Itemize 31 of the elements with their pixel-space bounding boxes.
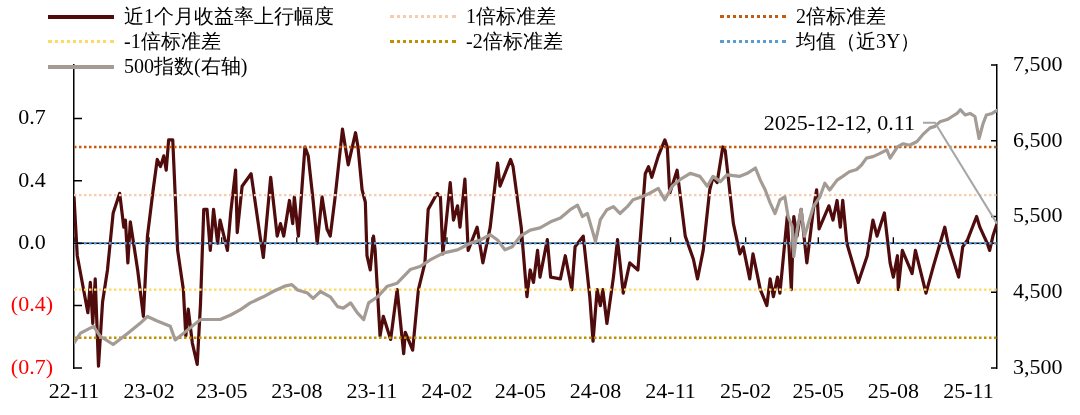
legend-label: 均值（近3Y）	[796, 29, 921, 54]
legend-label: 1倍标准差	[466, 4, 556, 29]
legend-label: -1倍标准差	[124, 29, 221, 54]
x-tick-label: 25-11	[943, 377, 994, 403]
y2-tick-label: 5,500	[1013, 202, 1063, 228]
annotation: 2025-12-12, 0.11	[763, 110, 915, 136]
legend-label: 近1个月收益率上行幅度	[124, 4, 334, 29]
y-tick-label: (0.7)	[10, 353, 53, 379]
x-tick-label: 24-05	[494, 377, 547, 403]
x-tick-label: 24-11	[645, 377, 696, 403]
y-tick-label: 0.7	[18, 104, 46, 130]
x-tick-label: 23-05	[196, 377, 248, 403]
legend-label: 2倍标准差	[796, 4, 886, 29]
y2-tick-label: 6,500	[1013, 126, 1063, 152]
y-tick-label: (0.4)	[10, 291, 53, 317]
legend-label: -2倍标准差	[466, 29, 563, 54]
legend-label: 500指数(右轴)	[124, 54, 248, 80]
x-tick-label: 24-08	[569, 377, 622, 403]
x-tick-label: 23-11	[346, 377, 398, 403]
x-tick-label: 23-02	[123, 377, 175, 403]
y2-tick-label: 3,500	[1013, 353, 1063, 379]
x-tick-label: 25-08	[867, 377, 920, 403]
y2-tick-label: 4,500	[1013, 278, 1063, 304]
y2-tick-label: 7,500	[1013, 50, 1063, 76]
x-tick-label: 22-11	[48, 377, 100, 403]
y-tick-label: 0.0	[18, 229, 46, 255]
x-tick-label: 24-02	[421, 377, 473, 403]
x-tick-label: 25-05	[792, 377, 844, 403]
x-tick-label: 25-02	[719, 377, 772, 403]
y-tick-label: 0.4	[18, 166, 46, 192]
x-tick-label: 23-08	[271, 377, 323, 403]
